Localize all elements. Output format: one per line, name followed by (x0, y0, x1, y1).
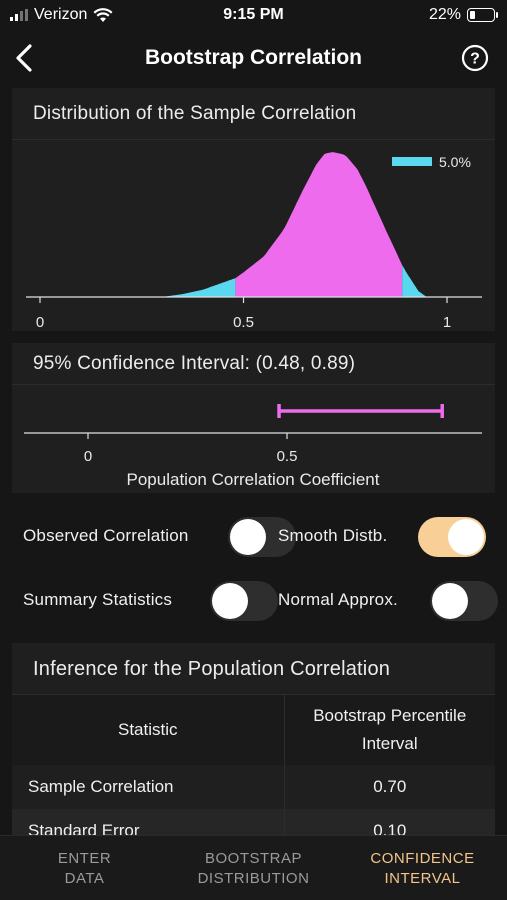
status-time: 9:15 PM (223, 6, 284, 23)
smooth-distb-switch[interactable] (418, 517, 486, 557)
ci-xlabel: Population Correlation Coefficient (127, 470, 380, 489)
row-value: 0.70 (373, 777, 407, 796)
battery-fill (470, 11, 475, 19)
page-title: Bootstrap Correlation (144, 46, 362, 69)
normal-approx-switch[interactable] (430, 581, 498, 621)
status-left: Verizon (10, 6, 113, 24)
inference-panel: Inference for the Population Correlation… (12, 643, 495, 835)
distribution-panel: Distribution of the Sample Correlation 5… (12, 88, 495, 331)
summary-statistics-label: Summary Statistics (23, 590, 173, 609)
observed-correlation-switch[interactable] (228, 517, 296, 557)
switch-knob (432, 583, 468, 619)
nav-bar: Bootstrap Correlation ? (0, 30, 507, 86)
carrier-label: Verizon (34, 6, 88, 23)
tab-label-line2: DISTRIBUTION (197, 870, 310, 887)
signal-icon (10, 9, 28, 21)
x-tick-label: 0.5 (233, 314, 254, 330)
wifi-icon (93, 7, 113, 22)
battery-icon (467, 8, 498, 22)
normal-approx-label: Normal Approx. (278, 590, 398, 609)
legend-swatch (392, 157, 432, 166)
table-header: Statistic Bootstrap Percentile Interval (12, 695, 495, 765)
observed-correlation-label: Observed Correlation (23, 526, 189, 545)
tab-label-line1: CONFIDENCE (370, 850, 475, 867)
upper-tail-area (402, 265, 427, 297)
battery-percent: 22% (428, 6, 461, 23)
switch-knob (230, 519, 266, 555)
col-interval: Bootstrap Percentile Interval (284, 695, 495, 765)
summary-statistics-switch[interactable] (210, 581, 278, 621)
table-row: Sample Correlation 0.70 (12, 765, 495, 809)
table-row: Standard Error 0.10 (12, 809, 495, 835)
x-tick-label: 0 (36, 314, 44, 330)
inference-table: Statistic Bootstrap Percentile Interval … (12, 695, 495, 835)
switch-knob (448, 519, 484, 555)
question-circle-icon[interactable]: ? (461, 44, 489, 72)
smooth-distb-label: Smooth Distb. (278, 526, 388, 545)
distribution-title: Distribution of the Sample Correlation (12, 88, 495, 140)
row-name: Standard Error (12, 809, 285, 835)
distribution-chart: 5.0% 0 0.5 1 (12, 140, 495, 335)
toggle-row-2: Summary Statistics Normal Approx. (0, 579, 507, 623)
switch-knob (212, 583, 248, 619)
central-area (235, 152, 403, 297)
tab-label-line1: ENTER (57, 850, 112, 867)
tab-confidence-interval[interactable]: CONFIDENCE INTERVAL (338, 836, 507, 900)
ci-tick-label: 0.5 (277, 448, 298, 465)
chevron-left-icon[interactable] (10, 40, 42, 76)
status-right: 22% (428, 6, 498, 24)
ci-svg: 0 0.5 Population Correlation Coefficient (24, 404, 482, 489)
tab-bootstrap-distribution[interactable]: BOOTSTRAP DISTRIBUTION (169, 836, 338, 900)
tab-bar: ENTER DATA BOOTSTRAP DISTRIBUTION CONFID… (0, 835, 507, 900)
tab-label-line2: DATA (64, 870, 105, 887)
tab-label-line1: BOOTSTRAP (204, 850, 302, 867)
tab-label-line2: INTERVAL (384, 870, 461, 887)
lower-tail-area (162, 278, 236, 297)
col-interval-line2: Interval (361, 734, 418, 753)
status-bar: Verizon 9:15 PM 22% (0, 0, 507, 30)
x-tick-label: 1 (443, 314, 451, 330)
row-value: 0.10 (373, 821, 407, 835)
inference-title: Inference for the Population Correlation (12, 643, 495, 695)
ci-tick-label: 0 (84, 448, 92, 465)
distribution-svg: 5.0% 0 0.5 1 (26, 152, 482, 331)
row-name: Sample Correlation (12, 765, 285, 809)
col-statistic: Statistic (12, 695, 285, 765)
legend-label: 5.0% (439, 154, 471, 170)
col-interval-line1: Bootstrap Percentile (313, 706, 467, 725)
ci-title: 95% Confidence Interval: (0.48, 0.89) (12, 343, 495, 385)
svg-text:?: ? (470, 51, 480, 68)
toggle-row-1: Observed Correlation Smooth Distb. (0, 515, 507, 559)
tab-enter-data[interactable]: ENTER DATA (0, 836, 169, 900)
